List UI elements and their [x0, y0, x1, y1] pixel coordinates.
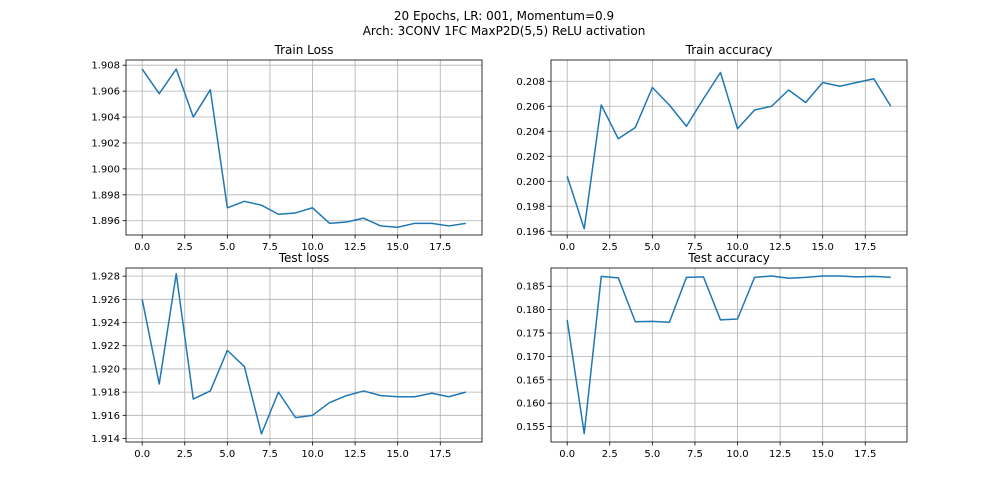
test-accuracy-y-tick-label: 0.155 [516, 422, 545, 433]
train-loss-series-line [141, 68, 466, 228]
test-accuracy-title: Test accuracy [687, 251, 770, 265]
test-accuracy-x-tick-label: 12.5 [769, 449, 791, 460]
test-loss-x-tick-label: 5.0 [219, 449, 235, 460]
train-loss-x-tick-label: 2.5 [177, 242, 193, 253]
train-accuracy-series-line [566, 71, 892, 230]
train-loss-y-tick-label: 1.896 [91, 216, 120, 227]
train-accuracy-y-tick-label: 0.206 [516, 102, 545, 113]
train-accuracy-x-tick-label: 17.5 [854, 242, 876, 253]
train-loss-x-tick-label: 12.5 [344, 242, 366, 253]
test-loss-y-tick-label: 1.914 [91, 434, 120, 445]
train-accuracy-y-tick-label: 0.208 [516, 77, 545, 88]
train-loss-y-tick-label: 1.900 [91, 164, 120, 175]
train-accuracy-x-tick-label: 7.5 [687, 242, 703, 253]
train-loss-y-tick-label: 1.906 [91, 87, 120, 98]
train-loss-x-tick-label: 7.5 [262, 242, 278, 253]
test-accuracy-axes-frame [550, 267, 908, 443]
test-accuracy-y-tick-label: 0.165 [516, 375, 545, 386]
train-accuracy-x-tick-label: 0.0 [559, 242, 575, 253]
test-accuracy-x-tick-label: 17.5 [854, 449, 876, 460]
test-loss-x-tick-label: 12.5 [344, 449, 366, 460]
test-loss-x-tick-label: 2.5 [177, 449, 193, 460]
test-loss-x-tick-label: 15.0 [387, 449, 409, 460]
train-loss-title: Train Loss [274, 43, 334, 57]
test-accuracy-x-tick-label: 0.0 [559, 449, 575, 460]
train-loss-axes-frame [125, 59, 483, 236]
test-accuracy-x-tick-label: 2.5 [602, 449, 618, 460]
test-loss-x-tick-label: 7.5 [262, 449, 278, 460]
train-loss-plot: 0.0 2.5 5.0 7.5 10.0 12.5 15.0 17.5 1.896 1.898 1.… [91, 43, 483, 253]
train-loss-x-tick-label: 0.0 [134, 242, 150, 253]
train-loss-y-tick-label: 1.904 [91, 113, 120, 124]
test-loss-x-tick-label: 17.5 [429, 449, 451, 460]
train-accuracy-y-tick-label: 0.204 [516, 127, 545, 138]
test-accuracy-x-tick-label: 5.0 [644, 449, 660, 460]
train-accuracy-plot: 0.0 2.5 5.0 7.5 10.0 12.5 15.0 17.5 0.196 0.198 0.… [516, 43, 908, 253]
test-accuracy-y-tick-label: 0.175 [516, 329, 545, 340]
train-accuracy-y-tick-label: 0.200 [516, 177, 545, 188]
train-accuracy-x-tick-label: 12.5 [769, 242, 791, 253]
test-loss-y-tick-label: 1.916 [91, 411, 120, 422]
test-accuracy-y-tick-label: 0.180 [516, 305, 545, 316]
train-accuracy-y-tick-label: 0.198 [516, 202, 545, 213]
test-loss-plot: 0.0 2.5 5.0 7.5 10.0 12.5 15.0 17.5 1.914 1.916 1.… [91, 251, 483, 460]
test-accuracy-x-tick-label: 7.5 [687, 449, 703, 460]
test-loss-y-tick-label: 1.924 [91, 318, 120, 329]
train-loss-y-tick-label: 1.902 [91, 138, 120, 149]
train-accuracy-title: Train accuracy [685, 43, 773, 57]
train-accuracy-y-tick-label: 0.202 [516, 152, 545, 163]
train-accuracy-x-tick-label: 5.0 [644, 242, 660, 253]
train-accuracy-x-tick-label: 2.5 [602, 242, 618, 253]
test-accuracy-y-tick-label: 0.160 [516, 399, 545, 410]
test-loss-y-tick-label: 1.928 [91, 272, 120, 283]
train-accuracy-x-tick-label: 15.0 [812, 242, 834, 253]
train-accuracy-y-tick-label: 0.196 [516, 227, 545, 238]
train-loss-x-tick-label: 15.0 [387, 242, 409, 253]
test-accuracy-x-tick-label: 15.0 [812, 449, 834, 460]
test-accuracy-series-line [566, 275, 891, 435]
train-loss-x-tick-label: 5.0 [219, 242, 235, 253]
train-loss-y-tick-label: 1.908 [91, 61, 120, 72]
test-accuracy-plot: 0.0 2.5 5.0 7.5 10.0 12.5 15.0 17.5 0.155 0.160 0.… [516, 251, 908, 460]
test-loss-y-tick-label: 1.926 [91, 295, 120, 306]
train-loss-x-tick-label: 10.0 [301, 242, 323, 253]
test-accuracy-y-tick-label: 0.185 [516, 282, 545, 293]
test-loss-x-tick-label: 10.0 [301, 449, 323, 460]
train-accuracy-x-tick-label: 10.0 [726, 242, 748, 253]
train-loss-y-tick-label: 1.898 [91, 190, 120, 201]
figure-title-line2: Arch: 3CONV 1FC MaxP2D(5,5) ReLU activat… [362, 24, 646, 38]
test-accuracy-y-tick-label: 0.170 [516, 352, 545, 363]
test-loss-series-line [141, 273, 467, 435]
test-loss-axes-frame [125, 267, 483, 443]
train-loss-x-tick-label: 17.5 [429, 242, 451, 253]
test-loss-title: Test loss [278, 251, 330, 265]
test-loss-y-tick-label: 1.918 [91, 388, 120, 399]
test-accuracy-x-tick-label: 10.0 [726, 449, 748, 460]
test-loss-y-tick-label: 1.922 [91, 341, 120, 352]
train-accuracy-axes-frame [550, 59, 908, 236]
test-loss-x-tick-label: 0.0 [134, 449, 150, 460]
figure-title-line1: 20 Epochs, LR: 001, Momentum=0.9 [393, 9, 615, 23]
test-loss-y-tick-label: 1.920 [91, 364, 120, 375]
